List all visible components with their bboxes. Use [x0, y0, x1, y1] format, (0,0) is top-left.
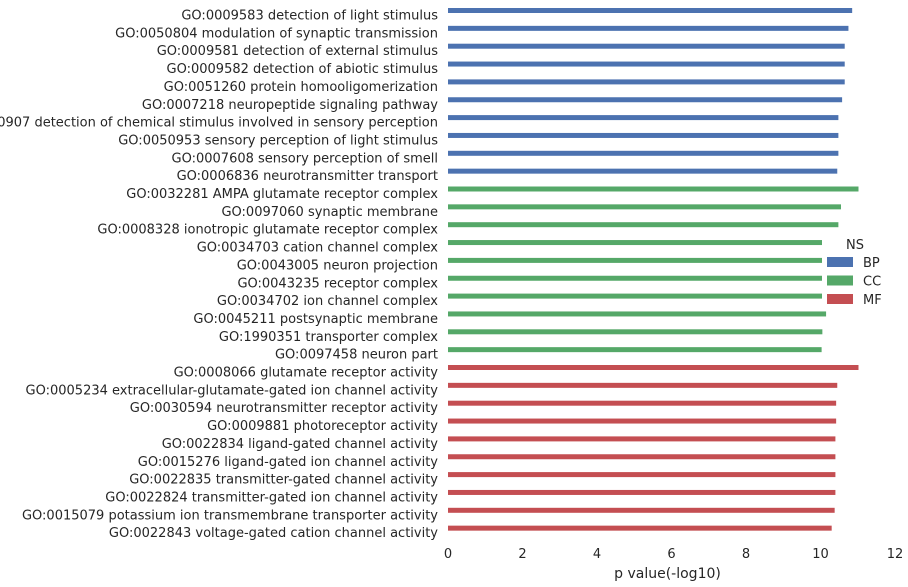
bar: [448, 79, 845, 85]
legend-swatch: [827, 294, 853, 304]
legend-label: MF: [863, 293, 882, 308]
legend-label: CC: [863, 275, 881, 290]
bar: [448, 204, 841, 210]
bar: [448, 132, 839, 138]
category-label: GO:0034702 ion channel complex: [217, 294, 438, 309]
bar: [448, 257, 830, 263]
bar: [448, 329, 823, 335]
x-tick-label: 6: [667, 547, 675, 562]
x-tick-label: 8: [742, 547, 750, 562]
bar: [448, 97, 843, 103]
legend-swatch: [827, 257, 853, 267]
bar: [448, 293, 828, 299]
category-label: GO:0015079 potassium ion transmembrane t…: [22, 508, 438, 523]
category-label: GO:0022835 transmitter-gated channel act…: [129, 473, 438, 488]
bar: [448, 240, 833, 246]
bar: [448, 525, 832, 531]
category-label: GO:0043235 receptor complex: [237, 276, 438, 291]
category-label: GO:0022824 transmitter-gated ion channel…: [105, 490, 438, 505]
x-tick-label: 0: [444, 547, 452, 562]
category-label: GO:0009581 detection of external stimulu…: [157, 44, 439, 59]
category-label: GO:0009881 photoreceptor activity: [207, 419, 438, 434]
x-tick-label: 10: [812, 547, 829, 562]
category-label: GO:0015276 ligand-gated ion channel acti…: [138, 455, 439, 470]
bar: [448, 454, 836, 460]
bars-group: [448, 8, 859, 531]
x-axis-title: p value(-log10): [614, 566, 721, 582]
category-label: GO:0006836 neurotransmitter transport: [177, 169, 438, 184]
legend-label: BP: [863, 256, 880, 271]
bar: [448, 222, 839, 228]
bar: [448, 365, 859, 370]
category-label: GO:0008066 glutamate receptor activity: [174, 366, 439, 381]
legend-entries: BP CC MF: [827, 256, 882, 308]
category-label: GO:0034703 cation channel complex: [197, 241, 439, 256]
bar: [448, 489, 836, 495]
category-label: GO:0097060 synaptic membrane: [221, 205, 438, 220]
category-label: GO:0009583 detection of light stimulus: [181, 9, 438, 24]
bar: [448, 472, 836, 478]
category-label: GO:0050953 sensory perception of light s…: [118, 133, 438, 148]
category-label: GO:0043005 neuron projection: [237, 258, 438, 273]
x-axis-ticks: 0 2 4 6 8 10 12: [444, 547, 903, 562]
bar: [448, 150, 839, 156]
legend-swatch: [827, 275, 853, 286]
category-labels: GO:0009583 detection of light stimulus GO…: [0, 9, 438, 542]
category-label: GO:0097458 neuron part: [275, 348, 438, 363]
category-label: GO:0051260 protein homooligomerization: [164, 80, 438, 95]
category-label: GO:0005234 extracellular-glutamate-gated…: [26, 383, 439, 398]
bar: [448, 418, 837, 424]
category-label: GO:0007218 neuropeptide signaling pathwa…: [142, 98, 438, 113]
bar: [448, 347, 822, 353]
bar: [448, 400, 837, 406]
bar: [448, 8, 853, 13]
category-label: GO:0050804 modulation of synaptic transm…: [115, 26, 438, 41]
legend: NS BP CC MF: [822, 232, 892, 308]
category-label: GO:0007608 sensory perception of smell: [172, 151, 438, 166]
bar: [448, 436, 836, 442]
category-label: GO:0030594 neurotransmitter receptor act…: [130, 401, 439, 416]
category-label: GO:0022843 voltage-gated cation channel …: [109, 526, 438, 541]
bar: [448, 382, 838, 388]
category-label: GO:0045211 postsynaptic membrane: [193, 312, 438, 327]
legend-title: NS: [846, 238, 864, 253]
category-label: GO:0050907 detection of chemical stimulu…: [0, 116, 438, 131]
x-tick-label: 4: [593, 547, 601, 562]
category-label: GO:0009582 detection of abiotic stimulus: [167, 62, 439, 77]
category-label: GO:0008328 ionotropic glutamate receptor…: [97, 223, 438, 238]
x-tick-label: 12: [887, 547, 904, 562]
x-tick-label: 2: [518, 547, 526, 562]
category-label: GO:0032281 AMPA glutamate receptor compl…: [126, 187, 438, 202]
bar: [448, 275, 829, 281]
category-label: GO:0022834 ligand-gated channel activity: [162, 437, 439, 452]
bar: [448, 115, 839, 121]
bar: [448, 61, 845, 67]
bar: [448, 311, 827, 317]
category-label: GO:1990351 transporter complex: [219, 330, 438, 345]
bar: [448, 25, 849, 31]
bar: [448, 168, 838, 174]
bar: [448, 186, 859, 192]
bar: [448, 507, 835, 513]
bar: [448, 43, 845, 49]
